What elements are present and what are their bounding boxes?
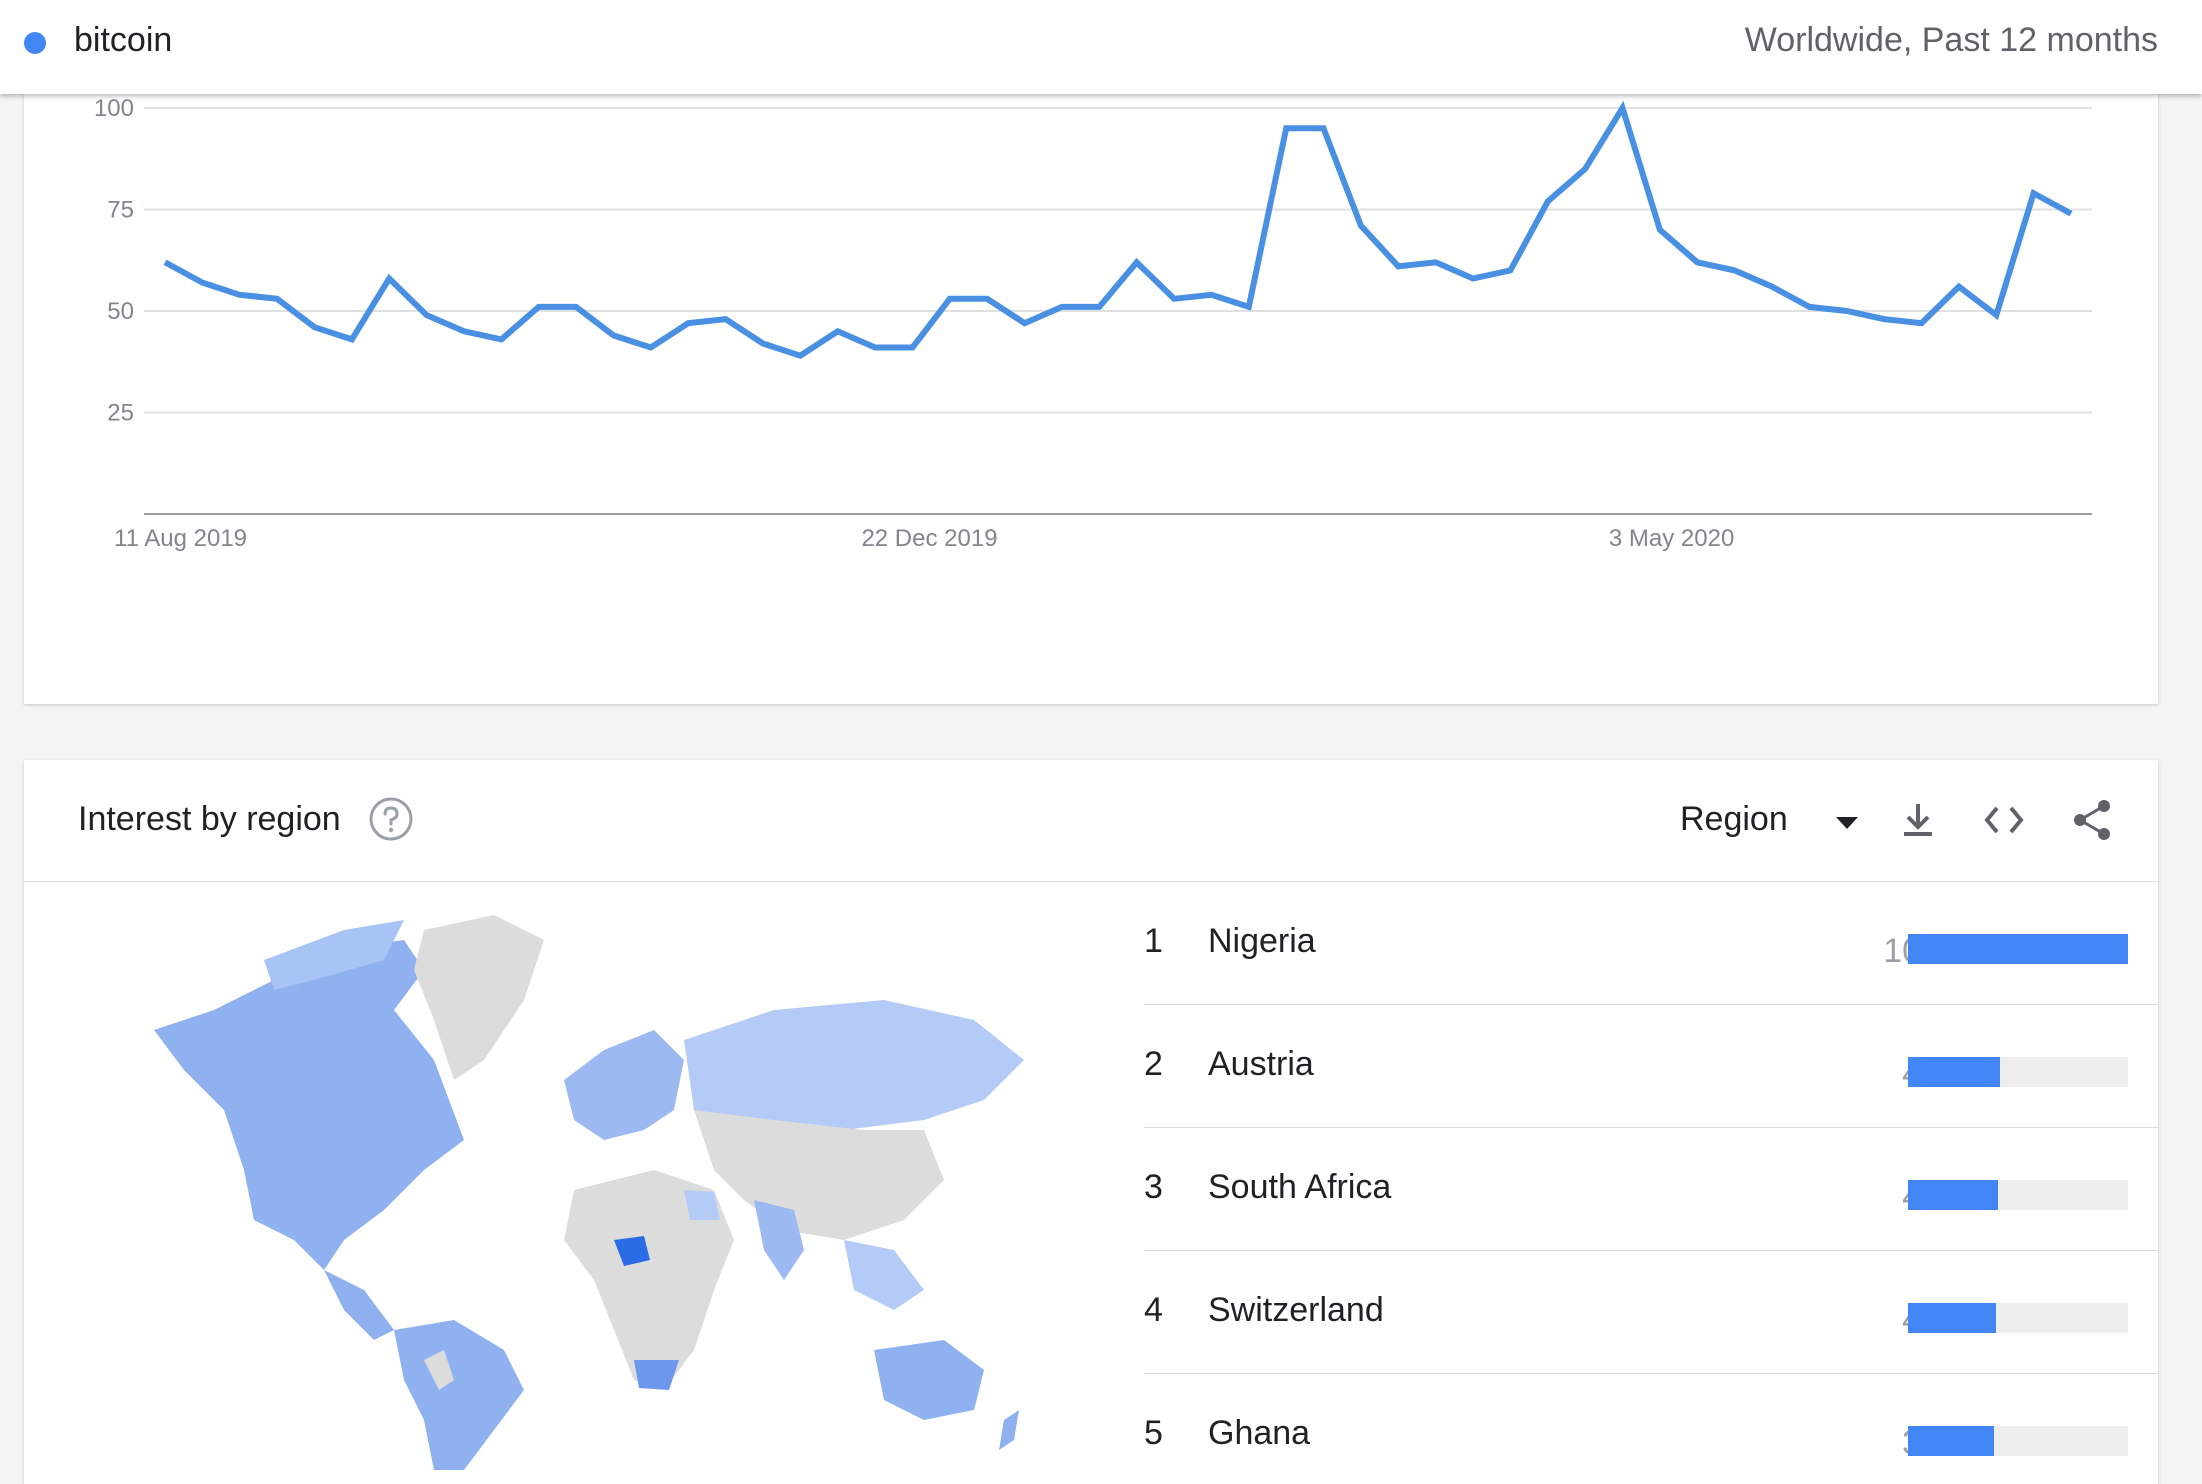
region-bar-track — [1908, 934, 2128, 964]
map-region-greenland — [414, 915, 544, 1080]
interest-over-time-chart[interactable]: 25 50 75 100 11 Aug 2019 22 Dec 2019 3 May 202… — [24, 40, 2158, 704]
region-bar-track — [1908, 1057, 2128, 1087]
download-icon[interactable] — [1894, 796, 1942, 844]
y-tick-label: 25 — [107, 400, 134, 427]
embed-code-icon[interactable] — [1980, 796, 2028, 844]
rank-number: 3 — [1144, 1168, 1163, 1206]
map-region-southeast-asia — [844, 1240, 924, 1310]
region-name[interactable]: Switzerland — [1208, 1291, 1384, 1329]
map-region-north-america — [154, 940, 464, 1270]
map-region-asia — [694, 1110, 944, 1240]
map-region-new-zealand — [999, 1410, 1019, 1450]
share-icon[interactable] — [2068, 796, 2116, 844]
rank-number: 1 — [1144, 922, 1163, 960]
term-color-dot-icon — [24, 32, 46, 54]
rank-number: 5 — [1144, 1414, 1163, 1452]
map-region-nigeria — [614, 1236, 650, 1266]
map-region-africa — [564, 1170, 734, 1390]
region-name[interactable]: South Africa — [1208, 1168, 1392, 1206]
rank-number: 4 — [1144, 1291, 1163, 1329]
x-tick-label: 22 Dec 2019 — [861, 525, 997, 552]
region-bar-track — [1908, 1303, 2128, 1333]
region-resolution-dropdown[interactable]: Region — [1680, 800, 1788, 838]
rank-number: 2 — [1144, 1045, 1163, 1083]
region-row-nigeria[interactable]: 1Nigeria100 — [1144, 882, 2158, 1005]
region-rank-list: 1Nigeria1002Austria423South Africa414Swi… — [1144, 882, 2158, 1484]
region-bar-fill — [1908, 1426, 1994, 1456]
region-bar-fill — [1908, 1180, 1999, 1210]
world-map[interactable] — [124, 910, 1044, 1480]
region-bar-fill — [1908, 934, 2128, 964]
map-region-south-america — [394, 1320, 524, 1470]
region-row-austria[interactable]: 2Austria42 — [1144, 1005, 2158, 1128]
region-row-switzerland[interactable]: 4Switzerland40 — [1144, 1251, 2158, 1374]
map-region-europe — [564, 1030, 684, 1140]
region-bar-fill — [1908, 1057, 2001, 1087]
map-region-russia — [684, 1000, 1024, 1130]
region-bar-fill — [1908, 1303, 1996, 1333]
x-tick-label: 3 May 2020 — [1609, 525, 1734, 552]
map-region-india — [754, 1200, 804, 1280]
map-region-central-america — [324, 1270, 394, 1340]
region-name[interactable]: Nigeria — [1208, 922, 1316, 960]
scope-label: Worldwide, Past 12 months — [1744, 21, 2158, 59]
x-tick-label: 11 Aug 2019 — [114, 525, 247, 552]
series-line-bitcoin[interactable] — [163, 100, 2073, 359]
region-card-header: Interest by region Region — [24, 760, 2158, 882]
region-title: Interest by region — [78, 800, 341, 838]
search-term-header: bitcoin Worldwide, Past 12 months — [0, 0, 2202, 94]
y-tick-label: 50 — [107, 298, 134, 325]
map-region-australia — [874, 1340, 984, 1420]
interest-over-time-card: 25 50 75 100 11 Aug 2019 22 Dec 2019 3 May 202… — [24, 40, 2158, 704]
region-name[interactable]: Austria — [1208, 1045, 1314, 1083]
map-region-canada-islands — [264, 920, 404, 990]
region-bar-track — [1908, 1180, 2128, 1210]
map-region-north-africa-egypt — [684, 1190, 720, 1220]
map-region-south-america-gray — [424, 1350, 454, 1390]
chevron-down-icon[interactable] — [1832, 808, 1862, 838]
search-term-label[interactable]: bitcoin — [74, 21, 173, 59]
y-tick-label: 75 — [107, 197, 134, 224]
help-circle-icon[interactable] — [368, 796, 414, 842]
y-tick-label: 100 — [94, 95, 134, 122]
region-name[interactable]: Ghana — [1208, 1414, 1311, 1452]
map-region-south-africa — [634, 1360, 679, 1390]
region-bar-track — [1908, 1426, 2128, 1456]
interest-by-region-card: Interest by region Region — [24, 760, 2158, 1484]
region-row-ghana[interactable]: 5Ghana39 — [1144, 1374, 2158, 1484]
